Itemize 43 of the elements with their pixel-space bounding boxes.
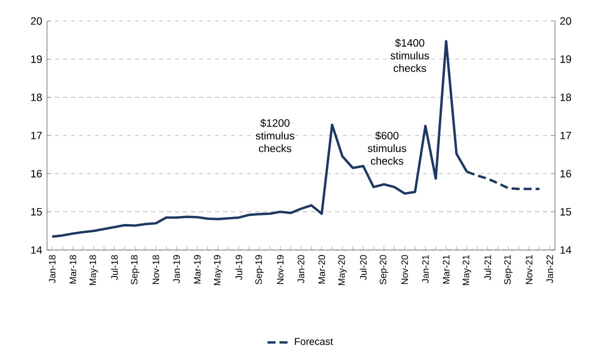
x-tick-label: May-20 [338,254,347,285]
y2-tick-label: 16 [560,170,572,178]
y-tick-label: 17 [31,132,42,140]
x-tick-label: Jul-18 [110,254,118,280]
x-tick-label: Nov-18 [152,254,160,284]
x-tick-label: May-18 [89,254,98,285]
x-tick-label: Jul-19 [235,255,242,280]
x-tick-label: Jul-20 [360,254,367,280]
x-tick-label: Jan-22 [546,255,554,283]
x-tick-label: Mar-18 [70,254,76,284]
annotation: $600 stimulus checks [368,131,406,165]
annotation: $1400 stimulus checks [390,38,430,72]
y-tick-label: 16 [31,170,42,178]
y2-tick-label: 15 [560,208,572,216]
x-tick-label: Jan-21 [422,255,429,283]
x-tick-label: Nov-19 [276,255,284,284]
x-tick-label: Sep-20 [380,254,388,284]
x-tick-label: Mar-21 [442,255,450,284]
y2-tick-label: 20 [560,17,572,25]
y2-tick-label: 17 [560,132,572,140]
y2-tick-label: 14 [560,246,572,254]
x-tick-label: Jan-19 [173,255,180,283]
x-tick-label: Nov-20 [401,254,408,284]
x-tick-label: May-21 [462,255,472,285]
x-tick-label: Jan-18 [48,254,56,283]
x-tick-label: Mar-20 [318,254,326,284]
y-tick-label: 18 [31,93,42,101]
x-tick-label: Sep-21 [504,255,513,284]
x-tick-label: Sep-18 [130,254,140,284]
y-tick-label: 20 [30,17,42,25]
y-tick-label: 19 [31,55,42,63]
x-tick-label: Mar-19 [194,255,201,284]
y-tick-label: 14 [31,246,42,254]
y2-tick-label: 18 [560,93,572,101]
x-tick-label: Sep-19 [255,255,264,284]
x-tick-label: Nov-21 [526,255,532,284]
y-tick-label: 15 [31,208,42,216]
x-tick-label: Jul-21 [484,255,492,280]
legend-label: Forecast [294,338,333,345]
annotation: $1200 stimulus checks [256,118,294,152]
x-tick-label: May-19 [214,255,222,285]
y2-tick-label: 19 [560,55,572,63]
x-tick-label: Jan-20 [298,254,304,283]
